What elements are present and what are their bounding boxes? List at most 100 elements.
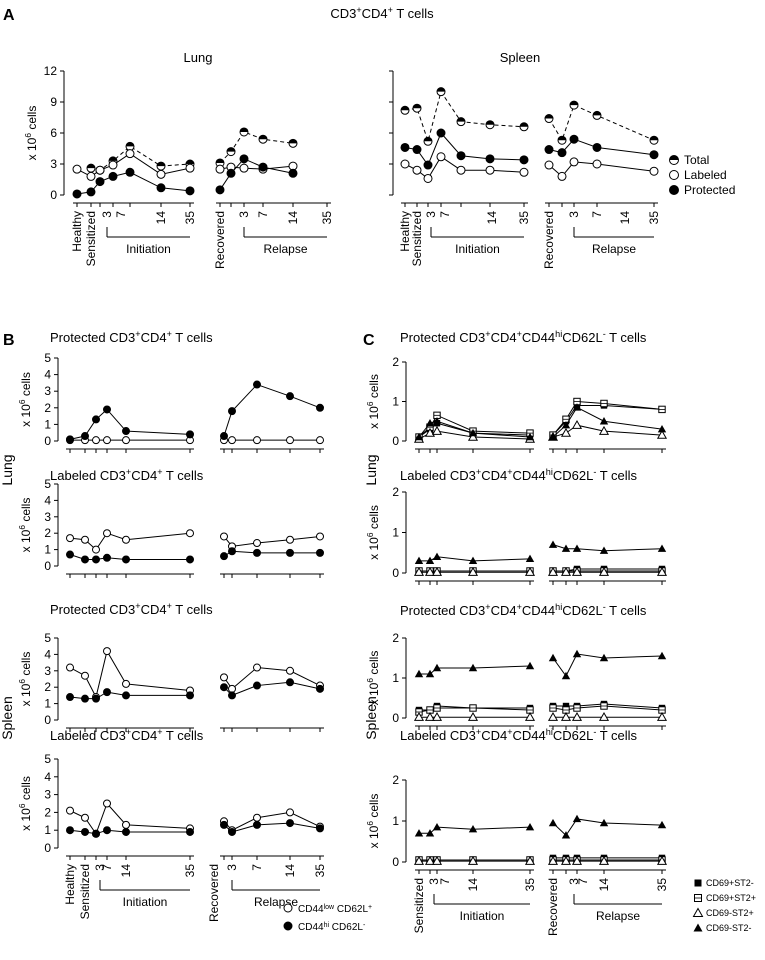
- data-point-half: [413, 104, 421, 109]
- y-tick-label: 2: [44, 526, 51, 540]
- data-point: [186, 430, 194, 439]
- chart-title: Labeled CD3+CD4+CD44hiCD62L- T cells: [400, 467, 638, 483]
- y-tick-label: 1: [392, 814, 399, 828]
- data-point: [436, 87, 446, 97]
- data-point: [456, 165, 466, 175]
- data-point: [561, 544, 571, 552]
- data-point: [598, 711, 610, 721]
- side-label-spleen-c: Spleen: [363, 696, 379, 740]
- y-tick-label: 0: [44, 713, 51, 727]
- panel-letter-a: A: [3, 7, 15, 24]
- data-point: [239, 163, 249, 173]
- y-tick-label: 0: [392, 566, 399, 580]
- data-point-half: [227, 147, 235, 152]
- legend-a-marker-half: [669, 155, 679, 160]
- data-point: [286, 535, 294, 544]
- data-point: [66, 693, 74, 702]
- y-tick-label: 4: [44, 770, 51, 784]
- data-point: [468, 556, 478, 565]
- data-point: [425, 556, 435, 565]
- data-point: [185, 186, 195, 196]
- data-point-half: [157, 162, 165, 167]
- series-cd44hi-cd62l-: [66, 380, 324, 444]
- data-point: [656, 566, 668, 576]
- legend-b-marker: [283, 921, 293, 931]
- data-point: [92, 436, 100, 445]
- data-point: [557, 135, 567, 145]
- data-point: [286, 392, 294, 401]
- data-point: [573, 704, 581, 712]
- data-point: [424, 855, 436, 865]
- x-tick-label: Recovered: [213, 211, 227, 269]
- x-tick-label: 35: [183, 864, 197, 878]
- legend-a-marker: [669, 155, 679, 165]
- data-point: [468, 663, 478, 672]
- data-point: [125, 167, 135, 177]
- x-labels-a-lung: Healthy Sensitized 3 7 14 35 Recovered 3 7 14 35In…: [70, 211, 334, 269]
- data-point: [423, 136, 433, 146]
- x-tick-label: 3: [237, 211, 251, 218]
- series-line: [552, 544, 663, 552]
- legend-a-label: Labeled: [684, 168, 727, 182]
- y-axis-label: x 106 cells: [365, 505, 381, 560]
- y-tick-label: 1: [44, 543, 51, 557]
- data-point: [656, 429, 668, 439]
- data-point-half: [289, 139, 297, 144]
- data-point: [431, 566, 443, 576]
- legend-c-marker: [694, 894, 702, 902]
- data-point: [92, 555, 100, 564]
- data-point: [467, 855, 479, 865]
- data-point: [467, 566, 479, 576]
- x-tick-label: 7: [114, 211, 128, 218]
- data-point: [547, 855, 559, 865]
- data-point-half: [126, 142, 134, 147]
- data-point: [316, 684, 324, 693]
- data-point: [103, 688, 111, 697]
- phase-label-relapse: Relapse: [592, 242, 636, 256]
- data-point: [571, 711, 583, 721]
- x-labels-c: Sensitized 37 14 35 Recovered 37 14 35Initiatio…: [412, 878, 669, 936]
- data-point: [125, 149, 135, 159]
- data-point: [600, 702, 608, 710]
- series-labeled: [72, 149, 298, 181]
- data-point: [572, 649, 582, 658]
- y-tick-label: 1: [44, 417, 51, 431]
- series-cd69-st2-: [415, 854, 666, 864]
- data-point: [122, 535, 130, 544]
- series-line: [552, 818, 663, 837]
- data-point: [657, 544, 667, 552]
- series-cd44hi-cd62l-: [66, 819, 324, 838]
- series-line: [548, 104, 655, 142]
- data-point: [125, 141, 135, 151]
- data-point: [649, 135, 659, 145]
- data-point: [431, 855, 443, 865]
- y-tick-label: 1: [44, 823, 51, 837]
- data-point: [571, 566, 583, 576]
- data-point: [557, 148, 567, 158]
- series-line: [404, 90, 525, 144]
- data-point: [548, 818, 558, 827]
- y-tick-label: 5: [44, 752, 51, 766]
- y-tick-label: 5: [44, 351, 51, 365]
- chart-title: Protected CD3+CD4+ T cells: [50, 601, 213, 617]
- data-point: [598, 855, 610, 865]
- data-point: [549, 704, 557, 712]
- data-point: [122, 691, 130, 700]
- data-point: [253, 820, 261, 829]
- data-point: [72, 164, 82, 174]
- y-tick-label: 2: [392, 485, 399, 499]
- data-point: [424, 711, 436, 721]
- x-tick-label: Recovered: [546, 878, 560, 936]
- x-tick-label: 14: [485, 211, 499, 225]
- legend-b-label: CD44hi CD62L-: [298, 922, 366, 934]
- legend-a-marker: [669, 185, 679, 195]
- data-point: [592, 142, 602, 152]
- side-label-spleen-b: Spleen: [0, 696, 15, 740]
- data-point: [432, 822, 442, 831]
- legend-b-marker: [283, 903, 293, 913]
- data-point: [412, 165, 422, 175]
- x-tick-label: 35: [183, 211, 197, 225]
- figure-title: CD3+CD4+ T cells: [330, 5, 434, 21]
